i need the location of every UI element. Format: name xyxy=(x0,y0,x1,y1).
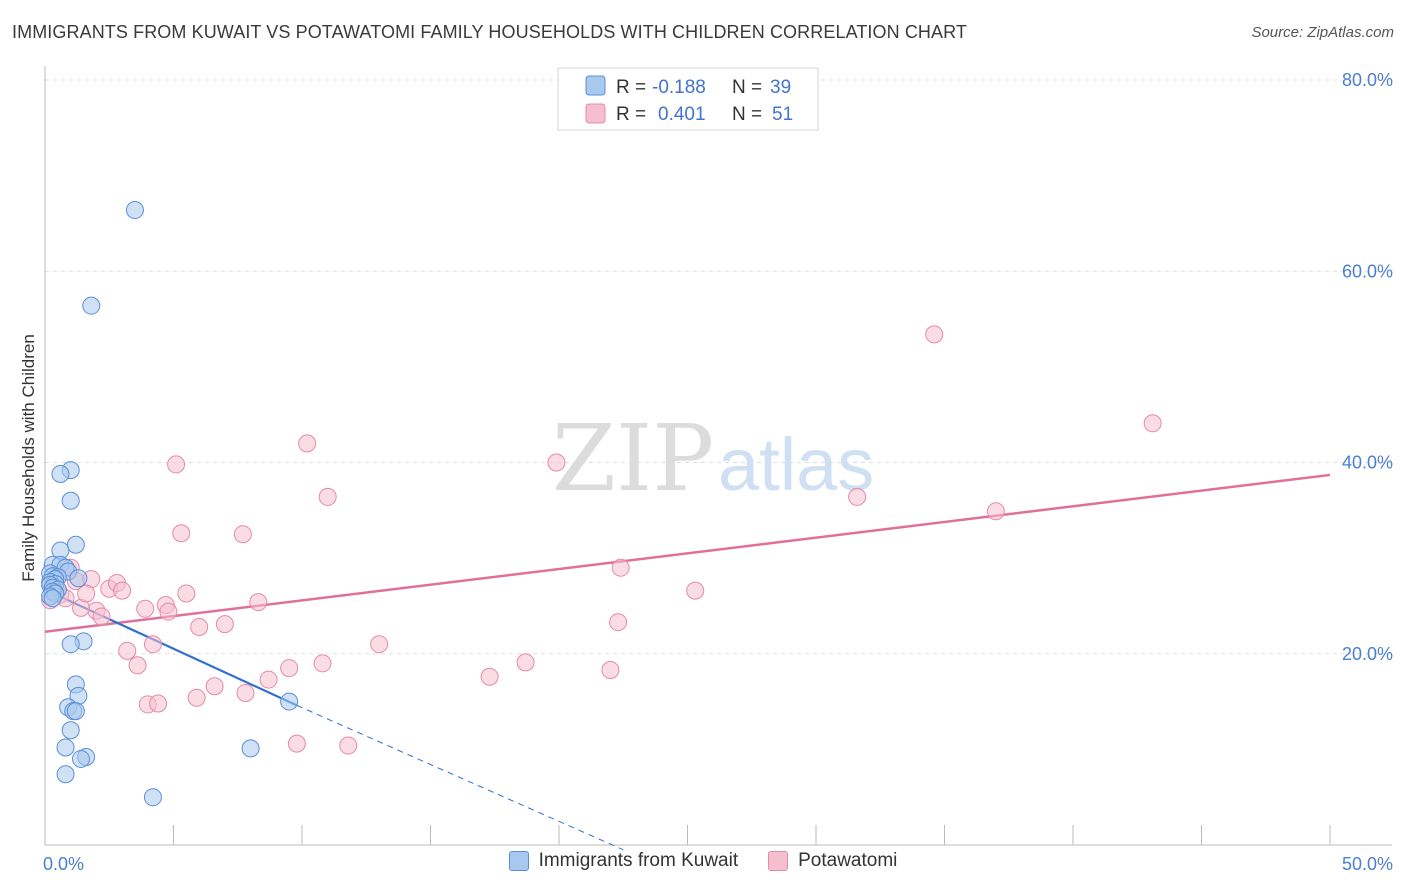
series-swatch-kuwait xyxy=(508,851,529,871)
point-potawatomi-28 xyxy=(233,525,252,544)
point-potawatomi-27 xyxy=(215,615,234,634)
point-kuwait-5 xyxy=(66,535,85,554)
point-potawatomi-43 xyxy=(609,613,628,632)
point-potawatomi-39 xyxy=(480,667,499,686)
point-potawatomi-14 xyxy=(128,656,147,675)
point-kuwait-14 xyxy=(69,569,88,588)
legend-r-label-kuwait: R = xyxy=(616,77,646,98)
series-swatch-potawatomi xyxy=(768,851,789,871)
points-layer xyxy=(41,201,1162,807)
y-axis-title: Family Households with Children xyxy=(19,334,38,582)
y-tick-label-60: 60.0% xyxy=(1342,261,1393,281)
point-kuwait-3 xyxy=(51,464,70,483)
point-potawatomi-48 xyxy=(986,502,1005,521)
watermark: ZIP atlas xyxy=(552,405,874,512)
point-kuwait-32 xyxy=(61,721,80,740)
tick-label-layer: 20.0% 40.0% 60.0% 80.0% 0.0% 50.0% xyxy=(43,70,1393,874)
point-kuwait-36 xyxy=(56,765,75,784)
point-potawatomi-37 xyxy=(339,736,358,755)
series-label-potawatomi: Potawatomi xyxy=(798,850,898,871)
trendline-kuwait-extension xyxy=(296,704,624,851)
point-potawatomi-7 xyxy=(92,607,111,626)
point-kuwait-0 xyxy=(125,201,144,220)
point-potawatomi-35 xyxy=(313,654,332,673)
series-label-kuwait: Immigrants from Kuwait xyxy=(538,850,739,871)
y-tick-label-20: 20.0% xyxy=(1342,644,1393,664)
legend-swatch-potawatomi xyxy=(585,103,606,124)
point-kuwait-37 xyxy=(280,692,299,711)
legend-n-label-kuwait: N = xyxy=(732,77,762,98)
point-kuwait-31 xyxy=(66,702,85,721)
y-tick-label-40: 40.0% xyxy=(1342,453,1393,473)
point-potawatomi-47 xyxy=(925,325,944,344)
legend-n-value-potawatomi: 51 xyxy=(772,104,793,125)
point-potawatomi-34 xyxy=(298,434,317,453)
point-potawatomi-16 xyxy=(143,635,162,654)
chart-source: Source: ZipAtlas.com xyxy=(1251,24,1394,41)
watermark-atlas: atlas xyxy=(718,423,874,506)
point-kuwait-24 xyxy=(43,589,62,608)
point-kuwait-1 xyxy=(82,296,101,315)
chart-title: IMMIGRANTS FROM KUWAIT VS POTAWATOMI FAM… xyxy=(12,22,968,42)
point-potawatomi-33 xyxy=(287,734,306,753)
point-potawatomi-42 xyxy=(601,661,620,680)
legend-swatch-kuwait xyxy=(585,75,606,96)
point-potawatomi-13 xyxy=(118,641,137,660)
point-potawatomi-32 xyxy=(280,659,299,678)
point-potawatomi-15 xyxy=(136,599,155,618)
point-potawatomi-38 xyxy=(370,635,389,654)
point-potawatomi-40 xyxy=(516,653,535,672)
point-potawatomi-26 xyxy=(205,677,224,696)
legend-r-value-kuwait: -0.188 xyxy=(652,77,706,98)
legend-n-value-kuwait: 39 xyxy=(770,77,791,98)
point-potawatomi-25 xyxy=(190,617,209,636)
point-potawatomi-41 xyxy=(547,453,566,472)
point-potawatomi-18 xyxy=(149,694,168,713)
point-kuwait-4 xyxy=(61,491,80,510)
grid-layer xyxy=(45,79,1392,655)
x-tick-label-max: 50.0% xyxy=(1342,854,1393,874)
legend-r-value-potawatomi: 0.401 xyxy=(658,104,706,125)
point-potawatomi-23 xyxy=(177,584,196,603)
series-legend: Immigrants from Kuwait Potawatomi xyxy=(0,850,1406,872)
axes-layer xyxy=(44,66,1392,846)
series-legend-potawatomi: Potawatomi xyxy=(768,850,897,872)
point-potawatomi-24 xyxy=(187,688,206,707)
point-kuwait-35 xyxy=(71,749,90,768)
point-potawatomi-31 xyxy=(259,670,278,689)
series-legend-kuwait: Immigrants from Kuwait xyxy=(508,850,739,872)
point-kuwait-33 xyxy=(56,738,75,757)
point-potawatomi-21 xyxy=(167,455,186,474)
watermark-zip: ZIP xyxy=(552,405,714,512)
point-kuwait-26 xyxy=(61,635,80,654)
stats-legend: R = -0.188 N = 39 R = 0.401 N = 51 xyxy=(557,67,819,131)
point-potawatomi-29 xyxy=(236,683,255,702)
point-kuwait-39 xyxy=(143,788,162,807)
legend-r-label-potawatomi: R = xyxy=(616,104,646,125)
point-potawatomi-20 xyxy=(159,602,178,621)
point-kuwait-38 xyxy=(241,739,260,758)
point-potawatomi-46 xyxy=(848,487,867,506)
point-potawatomi-44 xyxy=(611,558,630,577)
point-potawatomi-30 xyxy=(249,593,268,612)
point-potawatomi-45 xyxy=(686,581,705,600)
x-tick-label-min: 0.0% xyxy=(43,854,84,874)
point-potawatomi-49 xyxy=(1143,414,1162,433)
y-tick-label-80: 80.0% xyxy=(1342,70,1393,90)
point-potawatomi-22 xyxy=(172,524,191,543)
point-potawatomi-36 xyxy=(318,487,337,506)
point-potawatomi-12 xyxy=(77,584,96,603)
legend-n-label-potawatomi: N = xyxy=(732,104,762,125)
point-potawatomi-10 xyxy=(113,581,132,600)
